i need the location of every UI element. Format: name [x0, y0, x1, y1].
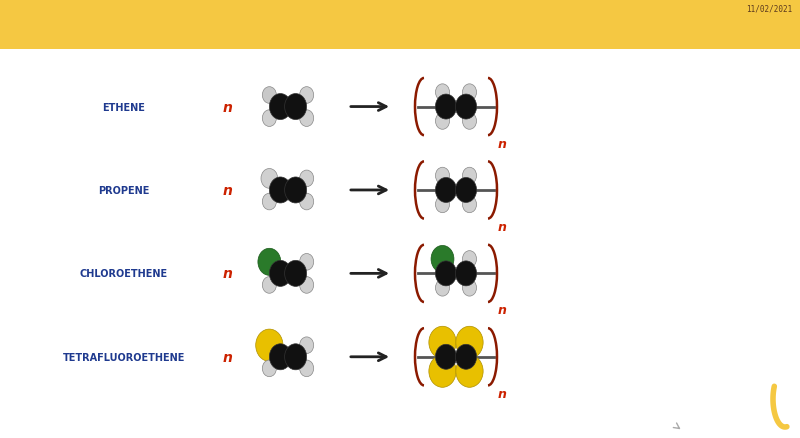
- Text: ETHENE: ETHENE: [102, 102, 146, 112]
- Ellipse shape: [435, 85, 450, 101]
- Text: n: n: [498, 220, 507, 233]
- Ellipse shape: [285, 94, 306, 120]
- Ellipse shape: [462, 251, 477, 268]
- Text: n: n: [223, 267, 233, 281]
- Ellipse shape: [270, 177, 291, 204]
- Ellipse shape: [435, 345, 457, 369]
- Ellipse shape: [262, 194, 276, 210]
- Ellipse shape: [300, 337, 314, 354]
- Text: n: n: [498, 137, 507, 150]
- Ellipse shape: [431, 246, 454, 273]
- Ellipse shape: [300, 194, 314, 210]
- Text: PROPENE: PROPENE: [98, 186, 150, 195]
- Ellipse shape: [285, 344, 306, 370]
- Ellipse shape: [462, 197, 477, 213]
- Ellipse shape: [262, 277, 276, 293]
- Ellipse shape: [462, 85, 477, 101]
- Ellipse shape: [462, 113, 477, 130]
- Ellipse shape: [435, 261, 457, 286]
- Text: n: n: [223, 184, 233, 198]
- Ellipse shape: [435, 197, 450, 213]
- Ellipse shape: [258, 249, 281, 276]
- Ellipse shape: [462, 168, 477, 184]
- Ellipse shape: [300, 110, 314, 127]
- Ellipse shape: [300, 88, 314, 104]
- Ellipse shape: [455, 178, 477, 203]
- Ellipse shape: [455, 345, 477, 369]
- Ellipse shape: [435, 95, 457, 120]
- Ellipse shape: [262, 360, 276, 377]
- Ellipse shape: [456, 326, 483, 359]
- Ellipse shape: [270, 261, 291, 287]
- Ellipse shape: [262, 88, 276, 104]
- Ellipse shape: [300, 171, 314, 187]
- Ellipse shape: [262, 110, 276, 127]
- Ellipse shape: [285, 261, 306, 287]
- Text: CHLOROETHENE: CHLOROETHENE: [80, 269, 168, 279]
- Ellipse shape: [455, 261, 477, 286]
- Ellipse shape: [256, 329, 283, 361]
- Bar: [0, 0, 800, 50]
- Text: n: n: [223, 350, 233, 364]
- Text: n: n: [498, 304, 507, 317]
- Ellipse shape: [435, 178, 457, 203]
- Text: n: n: [223, 100, 233, 114]
- Ellipse shape: [300, 277, 314, 293]
- Text: TETRAFLUOROETHENE: TETRAFLUOROETHENE: [63, 352, 185, 362]
- Ellipse shape: [270, 94, 291, 120]
- Ellipse shape: [270, 344, 291, 370]
- Ellipse shape: [300, 254, 314, 271]
- Ellipse shape: [435, 168, 450, 184]
- Ellipse shape: [300, 360, 314, 377]
- Ellipse shape: [435, 113, 450, 130]
- Ellipse shape: [429, 355, 456, 388]
- Text: 11/02/2021: 11/02/2021: [746, 5, 792, 14]
- Ellipse shape: [261, 169, 278, 189]
- Ellipse shape: [435, 280, 450, 297]
- Ellipse shape: [456, 355, 483, 388]
- Ellipse shape: [285, 177, 306, 204]
- Ellipse shape: [429, 326, 456, 359]
- Text: n: n: [498, 387, 507, 400]
- Ellipse shape: [462, 280, 477, 297]
- Ellipse shape: [455, 95, 477, 120]
